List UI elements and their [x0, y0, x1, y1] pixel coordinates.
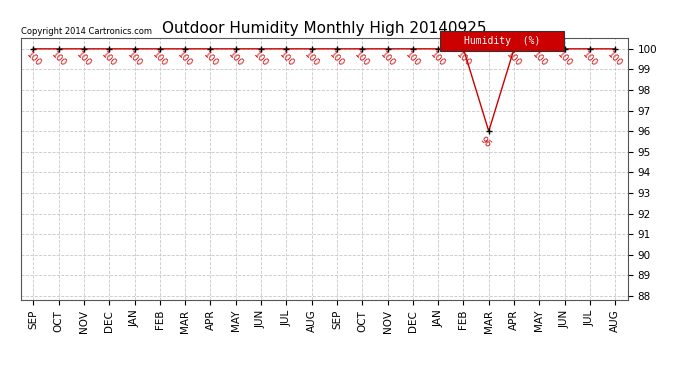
Text: 100: 100: [226, 50, 245, 68]
Text: 100: 100: [176, 50, 195, 68]
Text: 100: 100: [555, 50, 574, 68]
Text: 100: 100: [429, 50, 447, 68]
Text: 100: 100: [378, 50, 397, 68]
Text: 100: 100: [252, 50, 270, 68]
Text: 100: 100: [454, 50, 473, 68]
Text: 100: 100: [581, 50, 599, 68]
Text: Copyright 2014 Cartronics.com: Copyright 2014 Cartronics.com: [21, 27, 152, 36]
Text: 100: 100: [277, 50, 295, 68]
Text: 100: 100: [353, 50, 371, 68]
Text: 100: 100: [606, 50, 624, 68]
Text: 100: 100: [530, 50, 549, 68]
Text: 100: 100: [328, 50, 346, 68]
Text: 100: 100: [126, 50, 144, 68]
Text: 100: 100: [50, 50, 68, 68]
FancyBboxPatch shape: [440, 31, 564, 51]
Text: 100: 100: [201, 50, 219, 68]
Text: 100: 100: [100, 50, 119, 68]
Text: 100: 100: [150, 50, 169, 68]
Title: Outdoor Humidity Monthly High 20140925: Outdoor Humidity Monthly High 20140925: [162, 21, 486, 36]
Text: 96: 96: [477, 135, 492, 149]
Text: 100: 100: [302, 50, 321, 68]
Text: 100: 100: [75, 50, 93, 68]
Text: 100: 100: [24, 50, 43, 68]
Text: 100: 100: [404, 50, 422, 68]
Text: 100: 100: [446, 33, 466, 43]
Text: 100: 100: [505, 50, 523, 68]
Text: Humidity  (%): Humidity (%): [464, 36, 540, 46]
